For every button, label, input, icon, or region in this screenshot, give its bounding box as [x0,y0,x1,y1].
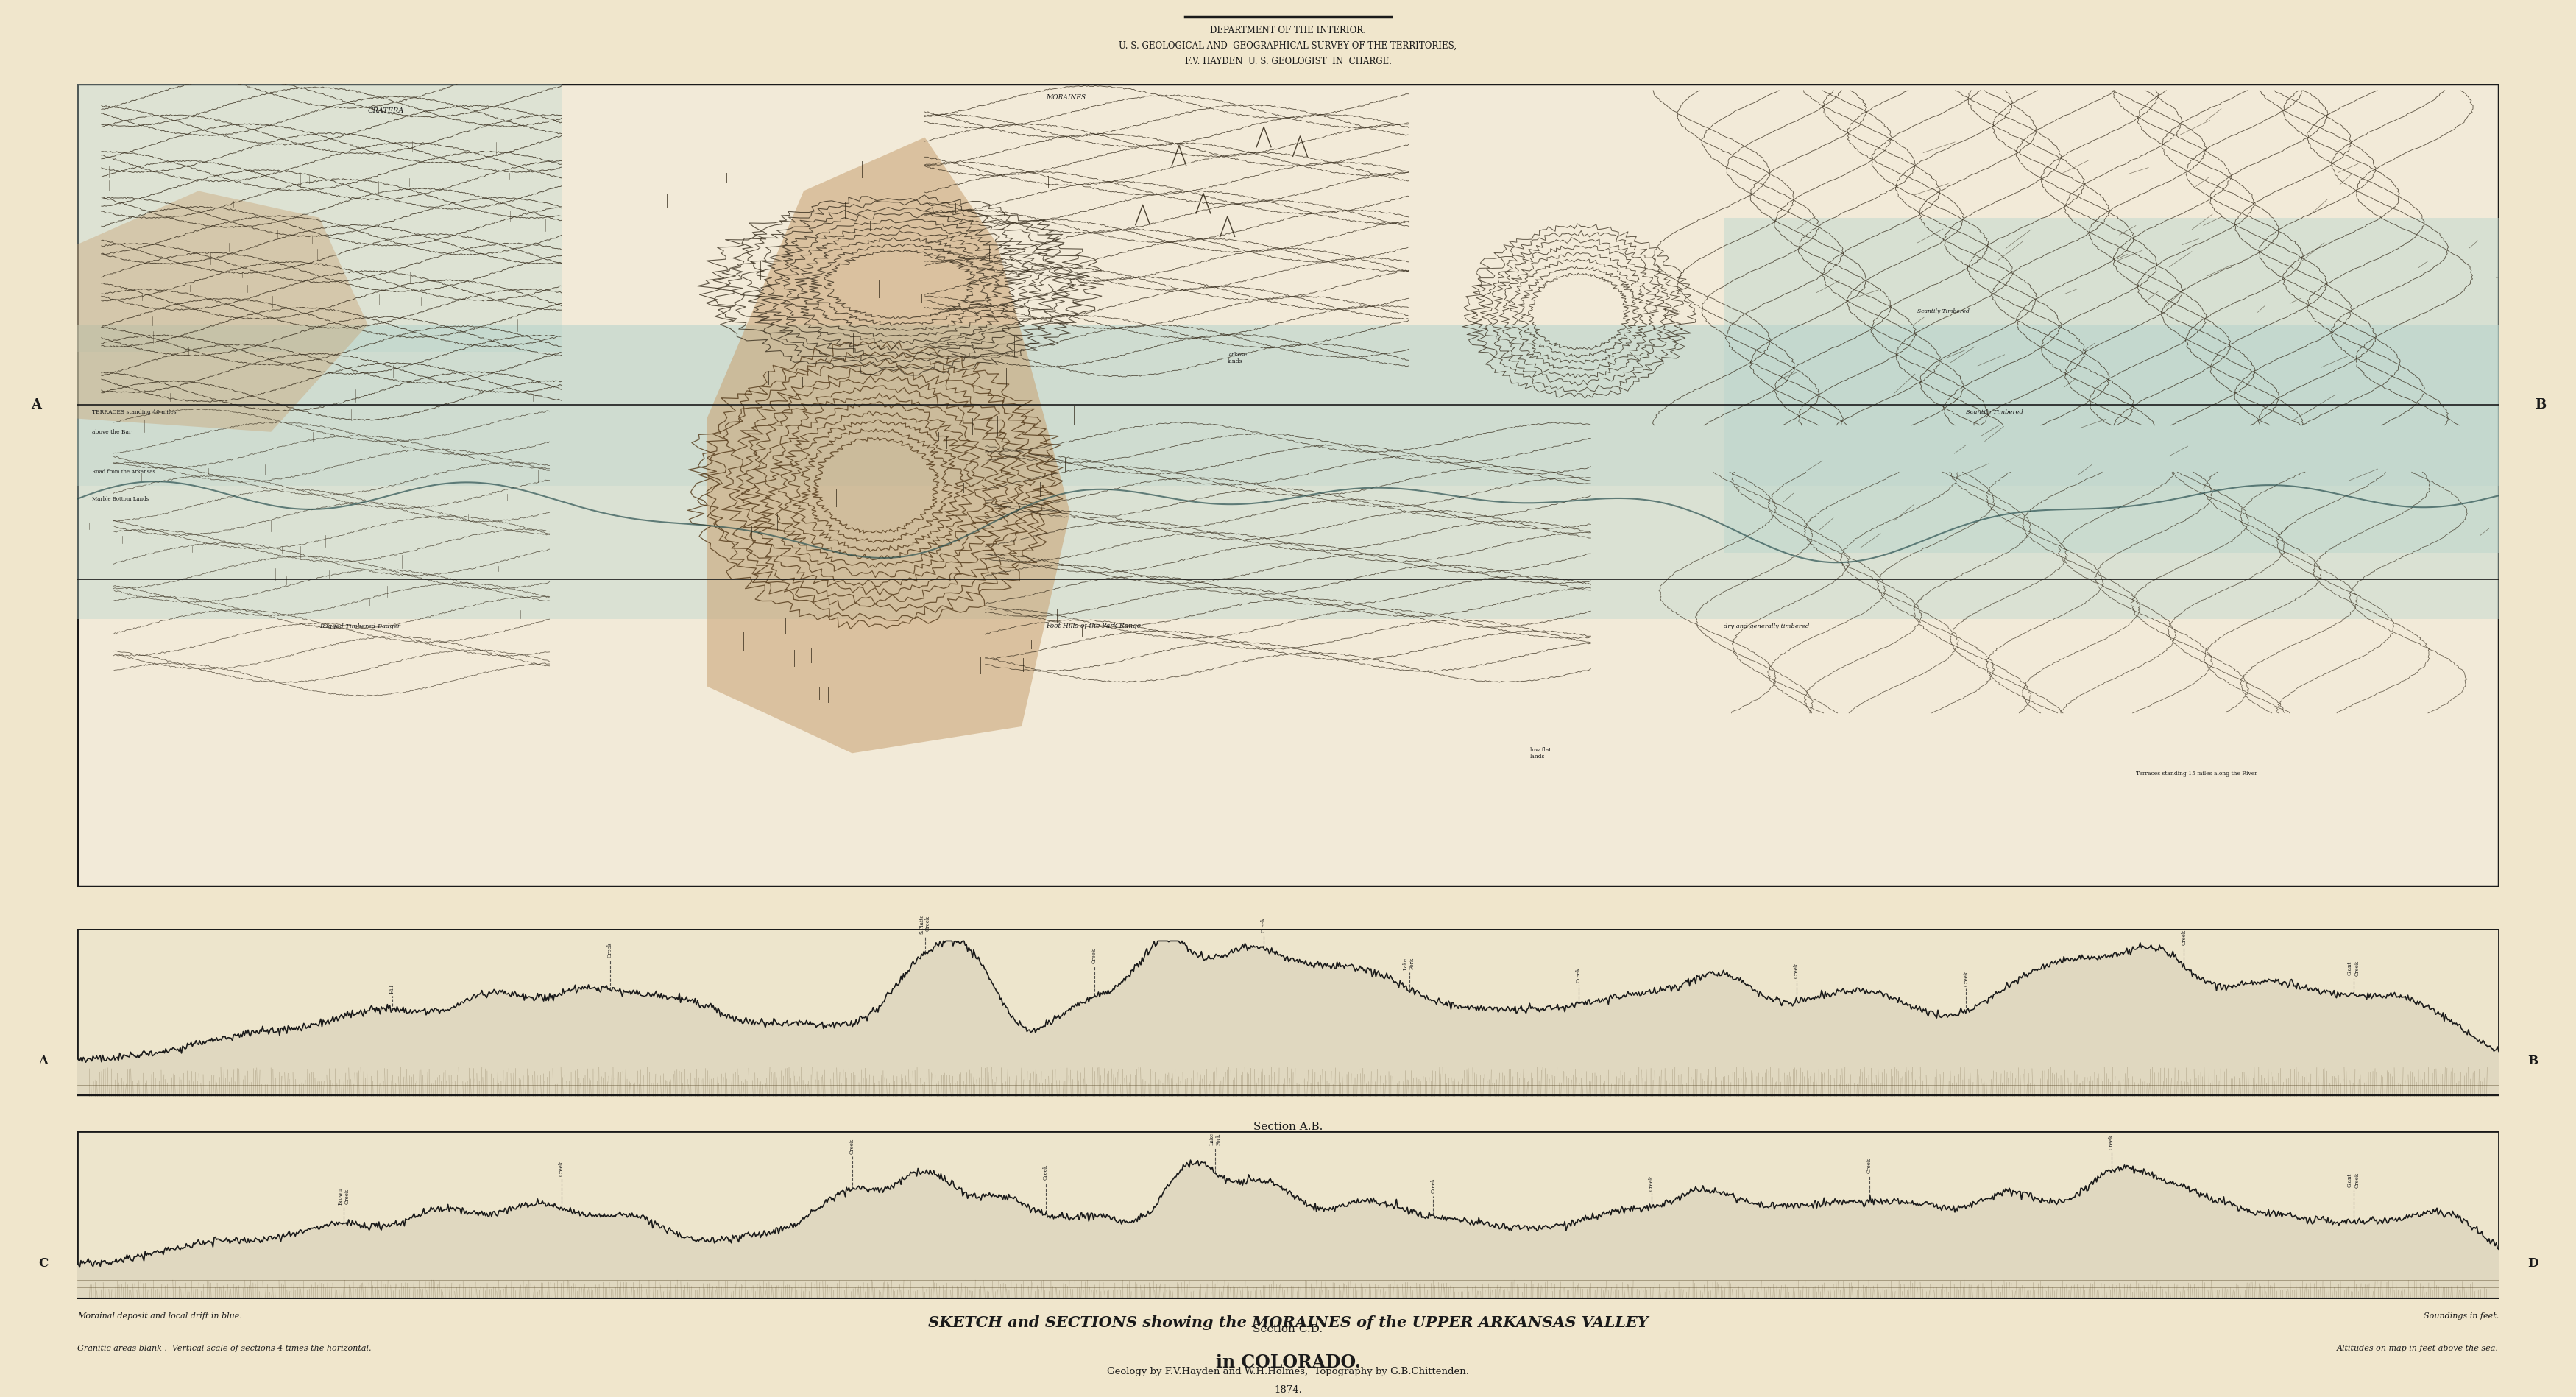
Text: Foot Hills of the Park Range: Foot Hills of the Park Range [1046,623,1141,629]
Bar [77,324,2499,485]
Text: Soundings in feet.: Soundings in feet. [2424,1312,2499,1320]
Text: 1874.: 1874. [1275,1386,1301,1394]
Text: Creek: Creek [1260,918,1267,933]
Text: Creek: Creek [2182,929,2187,944]
Text: Granitic areas blank .  Vertical scale of sections 4 times the horizontal.: Granitic areas blank . Vertical scale of… [77,1344,371,1352]
Bar [77,486,2499,619]
Text: C: C [39,1257,49,1270]
Text: Section A.B.: Section A.B. [1255,1122,1321,1132]
Text: Hill: Hill [389,985,394,993]
Text: D: D [2527,1257,2537,1270]
Text: Scantily Timbered: Scantily Timbered [1965,409,2022,415]
Text: low flat
lands: low flat lands [1530,747,1551,760]
Text: Giant
Creek: Giant Creek [2347,1172,2360,1187]
Text: Giant
Creek: Giant Creek [2347,961,2360,977]
Text: Road from the Arkansas: Road from the Arkansas [93,469,155,475]
Text: U. S. GEOLOGICAL AND  GEOGRAPHICAL SURVEY OF THE TERRITORIES,: U. S. GEOLOGICAL AND GEOGRAPHICAL SURVEY… [1118,42,1458,50]
Text: S.Platte
Creek: S.Platte Creek [920,914,930,933]
Text: Creek: Creek [1043,1165,1048,1180]
Text: Terraces standing 15 miles along the River: Terraces standing 15 miles along the Riv… [2136,770,2257,777]
Text: Section C.D.: Section C.D. [1252,1324,1324,1334]
Text: Lake
Fork: Lake Fork [1208,1133,1221,1146]
Text: SKETCH and SECTIONS showing the MORAINES of the UPPER ARKANSAS VALLEY: SKETCH and SECTIONS showing the MORAINES… [927,1316,1649,1330]
Text: Rugged Timbered Badger: Rugged Timbered Badger [319,623,399,629]
Text: Geology by F.V.Hayden and W.H.Holmes,  Topography by G.B.Chittenden.: Geology by F.V.Hayden and W.H.Holmes, To… [1108,1368,1468,1376]
Text: Creek: Creek [608,943,613,958]
Bar [77,84,562,352]
Text: TERRACES standing 40 miles: TERRACES standing 40 miles [93,409,175,415]
Text: B: B [2535,398,2545,412]
Text: Brown
Creek: Brown Creek [337,1187,350,1206]
Text: MORAINES: MORAINES [1046,94,1084,101]
Text: Creek: Creek [1649,1175,1654,1190]
Polygon shape [77,191,368,432]
Text: Morainal deposit and local drift in blue.: Morainal deposit and local drift in blue… [77,1312,242,1320]
Text: above the Bar: above the Bar [93,429,131,434]
Text: Creek: Creek [2107,1134,2115,1150]
Text: Creek: Creek [1430,1178,1437,1193]
Text: Scantily Timbered: Scantily Timbered [1917,309,1971,314]
Text: Marble Bottom Lands: Marble Bottom Lands [93,496,149,502]
Text: dry and generally timbered: dry and generally timbered [1723,623,1808,629]
Text: Creek: Creek [1963,971,1968,986]
Text: Creek: Creek [559,1161,564,1176]
Text: F.V. HAYDEN  U. S. GEOLOGIST  IN  CHARGE.: F.V. HAYDEN U. S. GEOLOGIST IN CHARGE. [1185,57,1391,66]
Text: Creek: Creek [850,1139,855,1154]
Text: Altitudes on map in feet above the sea.: Altitudes on map in feet above the sea. [2336,1344,2499,1352]
Text: Lake
Fork: Lake Fork [1404,957,1414,970]
Text: B: B [2527,1055,2537,1067]
Text: Creek: Creek [1092,949,1097,964]
Text: A: A [39,1055,49,1067]
Text: Creek: Creek [1793,963,1801,978]
Text: in COLORADO.: in COLORADO. [1216,1354,1360,1370]
Text: Creek: Creek [1865,1158,1873,1173]
Text: DEPARTMENT OF THE INTERIOR.: DEPARTMENT OF THE INTERIOR. [1211,27,1365,35]
Text: Arkose
lands: Arkose lands [1229,352,1247,365]
Text: Creek: Creek [1577,967,1582,982]
Polygon shape [706,137,1069,753]
Text: A: A [31,398,41,412]
Text: CRATERA: CRATERA [368,108,404,115]
Bar [1723,218,2499,552]
